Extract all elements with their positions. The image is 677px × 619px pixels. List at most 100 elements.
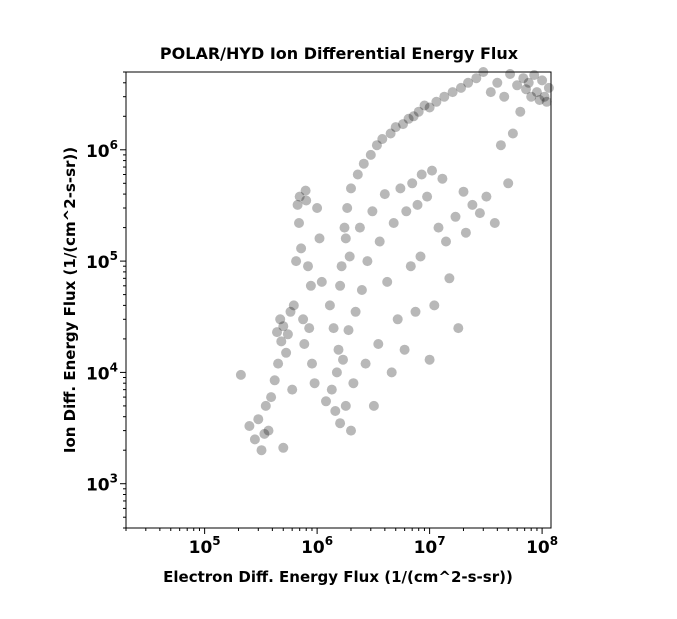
- data-point: [415, 251, 426, 262]
- data-point: [521, 84, 531, 95]
- data-point: [481, 191, 492, 202]
- data-point: [335, 418, 346, 429]
- data-point: [368, 400, 379, 411]
- data-point: [235, 369, 246, 380]
- data-point: [407, 178, 418, 189]
- data-point: [278, 321, 289, 332]
- data-point: [307, 358, 317, 369]
- data-point: [447, 87, 458, 98]
- data-point: [507, 128, 518, 139]
- data-point: [328, 323, 339, 334]
- x-axis-label: Electron Diff. Energy Flux (1/(cm^2-s-sr…: [163, 568, 513, 586]
- data-point: [331, 367, 342, 378]
- data-point: [276, 336, 287, 347]
- data-point: [314, 233, 325, 244]
- data-point: [543, 82, 554, 93]
- data-point: [291, 256, 302, 267]
- data-point: [392, 314, 403, 325]
- data-point: [263, 425, 274, 436]
- data-point: [278, 442, 289, 453]
- data-point: [312, 203, 323, 213]
- data-point: [467, 199, 478, 210]
- data-point: [244, 421, 255, 431]
- data-point: [505, 69, 516, 79]
- data-point: [531, 87, 542, 98]
- y-tick-label: 106: [86, 138, 118, 162]
- data-point: [541, 96, 552, 107]
- data-point: [336, 261, 347, 272]
- data-point: [358, 158, 369, 169]
- data-point: [401, 206, 412, 217]
- data-point: [427, 165, 437, 176]
- data-point: [333, 344, 344, 355]
- data-point: [395, 183, 406, 194]
- data-point: [374, 236, 385, 247]
- data-point: [512, 80, 523, 91]
- data-point: [350, 306, 361, 317]
- data-point: [266, 392, 277, 403]
- data-point: [441, 236, 451, 247]
- y-tick-label: 104: [86, 360, 118, 384]
- data-point: [534, 95, 545, 105]
- data-point: [282, 329, 293, 340]
- data-point: [249, 434, 260, 445]
- data-point: [371, 140, 382, 151]
- data-point: [523, 77, 534, 88]
- data-point: [456, 82, 466, 93]
- y-tick-label: 103: [86, 472, 118, 496]
- data-point: [437, 173, 448, 184]
- data-point: [379, 189, 390, 200]
- x-tick-label: 108: [526, 534, 558, 558]
- data-point: [503, 178, 514, 189]
- data-point: [408, 111, 419, 122]
- data-point: [346, 183, 356, 194]
- data-point: [338, 354, 348, 365]
- data-point: [269, 375, 280, 386]
- data-point: [399, 344, 410, 355]
- data-point: [281, 347, 292, 358]
- x-tick-label: 105: [189, 534, 221, 558]
- data-point: [352, 169, 363, 180]
- data-point: [367, 206, 378, 217]
- data-point: [305, 280, 316, 291]
- data-point: [474, 208, 485, 219]
- data-point: [405, 261, 416, 272]
- data-point: [412, 199, 423, 210]
- data-point: [453, 323, 464, 334]
- data-point: [444, 273, 455, 284]
- scatter-points: [235, 67, 554, 456]
- data-point: [539, 91, 550, 102]
- data-point: [373, 339, 384, 349]
- data-point: [273, 358, 284, 369]
- data-point: [382, 276, 393, 287]
- data-point: [304, 323, 315, 334]
- data-point: [386, 367, 397, 378]
- data-point: [253, 414, 264, 425]
- data-point: [526, 91, 537, 102]
- data-point: [303, 261, 313, 272]
- data-point: [343, 325, 354, 336]
- data-point: [288, 300, 299, 311]
- data-point: [429, 300, 440, 311]
- chart-title: POLAR/HYD Ion Differential Energy Flux: [160, 44, 519, 63]
- data-point: [450, 211, 461, 222]
- data-point: [485, 87, 496, 98]
- data-point: [301, 195, 312, 206]
- data-point: [410, 306, 421, 317]
- data-point: [362, 256, 373, 267]
- data-point: [287, 384, 298, 395]
- plot-frame: [125, 71, 552, 529]
- data-point: [275, 314, 286, 325]
- data-point: [339, 222, 350, 233]
- y-axis-ticks: 103 104 105 106: [86, 71, 126, 529]
- data-point: [492, 77, 503, 88]
- data-point: [460, 227, 471, 238]
- data-point: [326, 384, 337, 395]
- data-point: [335, 280, 346, 291]
- data-point: [419, 100, 430, 111]
- data-point: [365, 149, 376, 160]
- data-point: [424, 354, 435, 365]
- data-point: [398, 119, 408, 130]
- data-point: [431, 96, 442, 107]
